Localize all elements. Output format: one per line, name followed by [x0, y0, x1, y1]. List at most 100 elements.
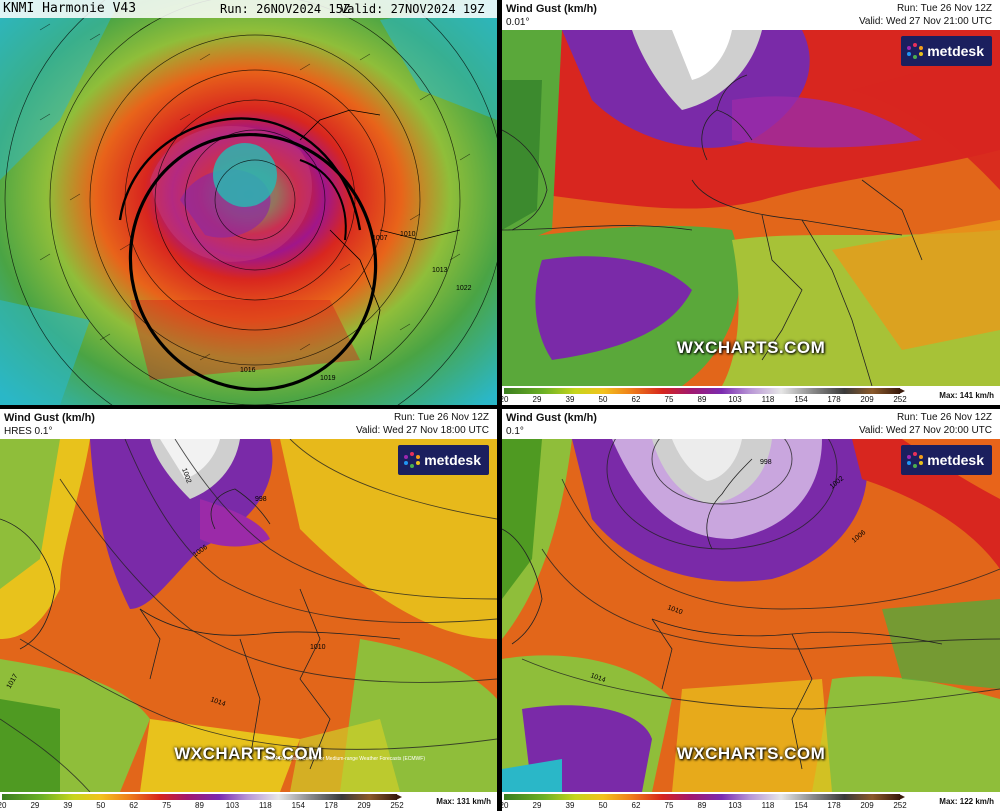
legend-tick-label: 252 [893, 801, 907, 810]
legend-tick-label: 89 [697, 395, 707, 404]
legend-tick-label: 62 [631, 395, 641, 404]
model-resolution: 0.01° [506, 17, 530, 28]
legend-tick-label: 20 [502, 395, 509, 404]
legend-tick-label: 154 [291, 801, 305, 810]
gust-panel-21utc: Wind Gust (km/h) 0.01° Run: Tue 26 Nov 1… [502, 0, 1000, 405]
gust-map: 998 1002 1006 1010 1014 metdesk WXCHARTS… [502, 439, 1000, 792]
legend-arrow-icon [899, 794, 905, 800]
panel-header: Wind Gust (km/h) 0.01° Run: Tue 26 Nov 1… [502, 0, 1000, 30]
legend-tick-label: 29 [532, 801, 542, 810]
metdesk-sun-icon [907, 43, 924, 59]
panel-title: Wind Gust (km/h) [506, 3, 597, 15]
isobar-label: 1010 [310, 644, 326, 651]
isobar-label: 1013 [432, 267, 448, 274]
panel-header: Wind Gust (km/h) 0.1° Run: Tue 26 Nov 12… [502, 409, 1000, 439]
isobar-label: 1010 [400, 231, 416, 238]
legend-tick-label: 29 [30, 801, 40, 810]
legend-tick-label: 252 [893, 395, 907, 404]
isobar-label: 1010 [666, 604, 683, 616]
ecmwf-copyright: ©2024 European Centre for Medium-range W… [262, 756, 425, 762]
metdesk-logo: metdesk [901, 445, 992, 475]
legend-tick-label: 29 [532, 395, 542, 404]
wxcharts-watermark: WXCHARTS.COM [676, 338, 826, 357]
legend-tick-label: 118 [761, 395, 775, 404]
legend-tick-label: 62 [129, 801, 139, 810]
legend-color-bar [504, 388, 900, 394]
run-time: Run: Tue 26 Nov 12Z [896, 412, 992, 423]
isobar-label: 998 [255, 496, 267, 503]
gust-panel-18utc: Wind Gust (km/h) HRES 0.1° Run: Tue 26 N… [0, 409, 497, 811]
legend-tick-label: 75 [664, 395, 674, 404]
isobar-label: 1019 [320, 375, 336, 382]
isobar-label: 1002 [180, 467, 192, 484]
legend-tick-label: 62 [631, 801, 641, 810]
legend-tick-label: 89 [195, 801, 204, 810]
legend-ticks: 20 29 39 50 62 75 89 103 118 154 178 209 252 [0, 801, 404, 811]
legend-tick-label: 103 [728, 395, 742, 404]
legend-tick-label: 39 [63, 801, 73, 810]
legend-tick-label: 178 [827, 395, 841, 404]
gust-panel-20utc: Wind Gust (km/h) 0.1° Run: Tue 26 Nov 12… [502, 409, 1000, 811]
legend-tick-label: 20 [0, 801, 7, 810]
gust-map: 1002 998 1006 1010 1014 1017 metdesk WXC… [0, 439, 497, 792]
valid-time: Valid: Wed 27 Nov 18:00 UTC [355, 425, 489, 436]
legend-ticks: 20 29 39 50 62 75 89 103 118 154 178 209 252 [502, 395, 907, 405]
knmi-gust-map: 1007 1010 1013 1016 1019 1022 [0, 0, 497, 405]
wxcharts-watermark: WXCHARTS.COM [174, 744, 323, 763]
legend-tick-label: 50 [96, 801, 106, 810]
legend-tick-label: 209 [860, 395, 874, 404]
legend-tick-label: 39 [565, 801, 575, 810]
legend-tick-label: 50 [598, 395, 608, 404]
legend-tick-label: 154 [794, 395, 808, 404]
metdesk-wordmark: metdesk [927, 43, 984, 59]
legend-tick-label: 178 [324, 801, 338, 810]
run-time: Run: Tue 26 Nov 12Z [393, 412, 489, 423]
legend-tick-label: 20 [502, 801, 509, 810]
legend-color-bar [2, 794, 397, 800]
legend-tick-label: 252 [390, 801, 404, 810]
legend-ticks: 20 29 39 50 62 75 89 103 118 154 178 209 252 [502, 801, 907, 811]
panel-header: Wind Gust (km/h) HRES 0.1° Run: Tue 26 N… [0, 409, 497, 439]
legend-arrow-icon [396, 794, 402, 800]
model-resolution: 0.1° [506, 426, 524, 437]
metdesk-sun-icon [907, 452, 924, 468]
metdesk-wordmark: metdesk [927, 452, 984, 468]
legend-tick-label: 103 [728, 801, 742, 810]
isobar-label: 1014 [209, 696, 226, 708]
legend-tick-label: 209 [357, 801, 371, 810]
legend-max: Max: 122 km/h [939, 797, 994, 806]
gust-map: metdesk WXCHARTS.COM [502, 30, 1000, 386]
run-time: Run: Tue 26 Nov 12Z [896, 3, 992, 14]
metdesk-logo: metdesk [901, 36, 992, 66]
metdesk-sun-icon [404, 452, 421, 468]
metdesk-wordmark: metdesk [424, 452, 481, 468]
knmi-title: KNMI Harmonie V43 [3, 1, 137, 16]
legend-color-bar [504, 794, 900, 800]
legend-tick-label: 39 [565, 395, 575, 404]
valid-time: Valid: Wed 27 Nov 21:00 UTC [858, 16, 992, 27]
knmi-harmonie-panel: 1007 1010 1013 1016 1019 1022 KNMI Harmo… [0, 0, 497, 405]
legend-max: Max: 131 km/h [436, 797, 491, 806]
legend-tick-label: 118 [761, 801, 775, 810]
model-resolution: HRES 0.1° [4, 426, 53, 437]
legend-max: Max: 141 km/h [939, 391, 994, 400]
knmi-valid: Valid: 27NOV2024 19Z [340, 2, 485, 16]
isobar-label: 998 [760, 459, 772, 466]
isobar-label: 1022 [456, 285, 472, 292]
gust-legend: 20 29 39 50 62 75 89 103 118 154 178 209 252 Max: 13… [0, 792, 497, 811]
isobar-label: 1016 [240, 367, 256, 374]
legend-tick-label: 209 [860, 801, 874, 810]
legend-tick-label: 75 [664, 801, 674, 810]
panel-title: Wind Gust (km/h) [4, 412, 95, 424]
legend-tick-label: 103 [225, 801, 240, 810]
panel-title: Wind Gust (km/h) [506, 412, 597, 424]
legend-tick-label: 154 [794, 801, 808, 810]
legend-tick-label: 178 [827, 801, 841, 810]
legend-tick-label: 50 [598, 801, 608, 810]
valid-time: Valid: Wed 27 Nov 20:00 UTC [858, 425, 992, 436]
gust-legend: 20 29 39 50 62 75 89 103 118 154 178 209 252 Max: 12… [502, 792, 1000, 811]
legend-tick-label: 89 [697, 801, 707, 810]
legend-tick-label: 75 [162, 801, 172, 810]
gust-legend: 20 29 39 50 62 75 89 103 118 154 178 209 252 Max: 14… [502, 386, 1000, 405]
wxcharts-watermark: WXCHARTS.COM [676, 744, 826, 763]
